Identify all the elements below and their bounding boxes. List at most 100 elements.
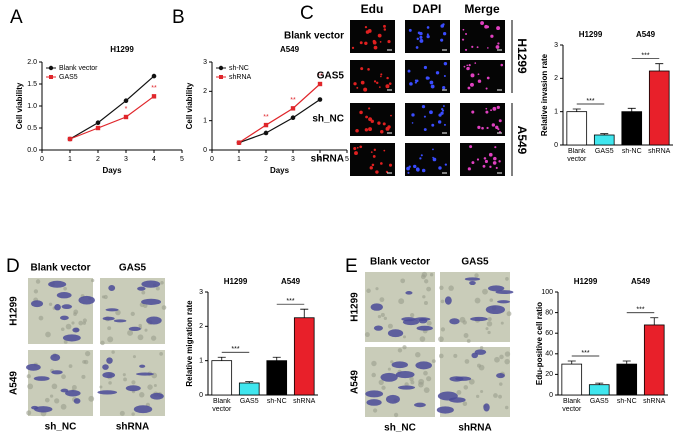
cell-dot — [484, 159, 488, 164]
pore — [375, 287, 379, 291]
panel-label: B — [172, 7, 185, 28]
pore — [419, 336, 426, 342]
cell-dot — [415, 79, 419, 83]
x-tick-label-box: GAS5 — [594, 148, 614, 155]
cell-dot — [470, 73, 475, 78]
cell-dot — [407, 171, 410, 174]
cell — [373, 325, 383, 331]
micrograph — [405, 143, 450, 176]
cell-dot — [355, 128, 359, 133]
group-label: H1299 — [579, 30, 603, 39]
legend-label: Blank vector — [59, 65, 98, 72]
cell-dot — [432, 157, 437, 162]
cell — [54, 304, 61, 311]
pore — [132, 355, 136, 359]
marker — [290, 115, 296, 121]
cell-dot — [442, 32, 447, 36]
error-bar — [655, 63, 664, 71]
cell-dot — [468, 63, 471, 67]
pore — [439, 285, 444, 291]
cell — [497, 300, 511, 304]
cell — [31, 405, 39, 410]
pore — [35, 279, 41, 284]
cell-dot — [416, 167, 420, 172]
cell — [62, 334, 81, 342]
pore — [400, 278, 406, 284]
x-tick-label: sh-NC — [266, 398, 287, 405]
cell-dot — [416, 37, 420, 41]
x-tick-label-box: shRNA — [648, 148, 670, 155]
cell — [405, 291, 413, 295]
cell-dot — [385, 84, 390, 89]
cell-dot — [429, 80, 434, 85]
column-header: GAS5 — [461, 257, 489, 268]
cell-dot — [378, 86, 381, 88]
cell — [106, 357, 113, 364]
cell-dot — [371, 163, 375, 167]
cell-dot — [383, 28, 387, 31]
x-tick-label: GAS5 — [239, 398, 259, 405]
cell-dot — [370, 151, 373, 153]
cell-dot — [467, 167, 471, 171]
cell-dot — [409, 82, 413, 86]
pore — [393, 412, 399, 418]
x-tick-label: 1 — [237, 156, 241, 163]
pore — [144, 328, 148, 332]
cell-dot — [373, 45, 378, 50]
cell — [495, 290, 514, 295]
pore — [426, 376, 432, 382]
pore — [478, 364, 485, 371]
cell-dot — [380, 73, 383, 76]
pore — [453, 353, 458, 358]
cell-dot — [411, 122, 414, 124]
x-axis-label: Days — [102, 166, 122, 175]
x-tick-label: sh-NC — [621, 148, 642, 155]
cell-dot — [443, 74, 446, 78]
pore — [27, 383, 34, 390]
marker — [263, 130, 269, 136]
pore — [63, 286, 67, 291]
x-tick-label: 5 — [345, 156, 349, 163]
cell-dot — [380, 162, 383, 165]
cell-dot — [382, 122, 386, 126]
cell — [102, 371, 116, 379]
error-bar — [300, 308, 309, 318]
cell-dot — [486, 76, 490, 80]
cell-dot — [373, 148, 377, 152]
error-bar — [600, 133, 609, 135]
cell-dot — [419, 35, 423, 39]
x-tick-label: GAS5 — [594, 148, 614, 155]
cell-dot — [421, 168, 426, 173]
pore — [423, 370, 428, 376]
pore — [44, 397, 50, 403]
cell-dot — [423, 128, 427, 132]
column-header: Edu — [361, 2, 384, 16]
cell-dot — [365, 115, 368, 119]
cell-dot — [440, 38, 444, 42]
cell-dot — [480, 21, 484, 25]
cell-dot — [368, 127, 372, 132]
pore — [466, 339, 471, 343]
series-line — [69, 95, 155, 140]
cell-dot — [442, 85, 446, 90]
cell — [387, 329, 404, 338]
cell-dot — [487, 47, 489, 49]
cell — [366, 399, 382, 406]
pore — [364, 332, 370, 338]
marker — [95, 125, 101, 131]
y-tick-label: 100 — [541, 289, 553, 296]
cell — [370, 303, 383, 311]
pore — [38, 315, 44, 321]
pore — [91, 278, 95, 283]
pore — [463, 385, 469, 390]
cell-dot — [373, 80, 377, 83]
pore — [377, 315, 382, 319]
column-header: Blank vector — [370, 257, 430, 268]
cell-dot — [423, 65, 428, 70]
x-tick-label: shRNA — [643, 398, 666, 405]
pore — [426, 286, 432, 292]
x-tick-label-box: Blank vector — [567, 148, 586, 163]
cell-dot — [408, 165, 411, 168]
cell — [128, 326, 141, 331]
